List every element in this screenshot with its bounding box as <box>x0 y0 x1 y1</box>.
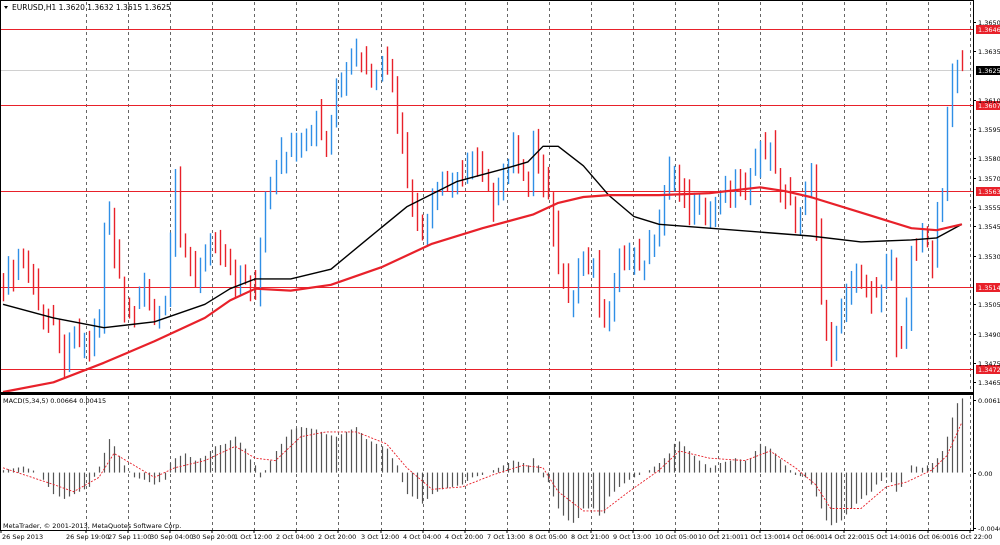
price-grid <box>86 2 971 392</box>
current-price-label: 1.3625 <box>978 67 1000 75</box>
macd-tick-label: 0.00 <box>978 470 992 478</box>
time-tick-label: 11 Oct 13:00 <box>740 533 782 541</box>
time-tick-label: 2 Oct 04:00 <box>276 533 314 541</box>
price-panel[interactable] <box>0 0 974 395</box>
time-tick-label: 10 Oct 05:00 <box>655 533 697 541</box>
price-tick-label: 1.3610 <box>978 97 1000 105</box>
time-tick-label: 30 Sep 04:00 <box>150 533 193 541</box>
time-tick-label: 3 Oct 12:00 <box>361 533 399 541</box>
time-tick-label: 16 Oct 06:00 <box>908 533 950 541</box>
price-tick-label: 1.3635 <box>978 48 1000 56</box>
level-tag <box>976 101 1000 110</box>
symbol-label: EURUSD,H1 1.3620 1.3632 1.3615 1.3625 <box>12 3 171 12</box>
triangle-down-icon[interactable] <box>4 6 8 9</box>
level-tag-label: 1.3472 <box>978 366 1000 374</box>
price-tick-label: 1.3545 <box>978 223 1000 231</box>
price-bars <box>2 38 964 377</box>
price-tick-label: 1.3595 <box>978 126 1000 134</box>
level-tag <box>976 187 1000 196</box>
time-tick-label: 26 Sep 19:00 <box>66 533 109 541</box>
level-tag-label: 1.3514 <box>978 284 1000 292</box>
macd-tick-label: -0.0046 <box>978 525 1000 533</box>
level-tag-label: 1.3607 <box>978 102 1000 110</box>
time-tick-label: 4 Oct 20:00 <box>445 533 483 541</box>
macd-label: MACD(5,34,5) 0.00664 0.00415 <box>3 397 106 405</box>
time-tick-label: 15 Oct 14:00 <box>866 533 908 541</box>
price-tick-label: 1.3490 <box>978 331 1000 339</box>
time-tick-label: 1 Oct 12:00 <box>234 533 272 541</box>
time-tick-label: 8 Oct 05:00 <box>529 533 567 541</box>
level-tag <box>976 365 1000 374</box>
macd-tick-label: 0.0061 <box>978 397 1000 405</box>
moving-average-fast <box>2 145 963 329</box>
macd-histogram <box>2 398 964 526</box>
price-tick-label: 1.3505 <box>978 301 1000 309</box>
time-tick-label: 16 Oct 22:00 <box>950 533 992 541</box>
time-tick-label: 27 Sep 11:00 <box>108 533 151 541</box>
price-tick-label: 1.3475 <box>978 360 1000 368</box>
time-tick-label: 10 Oct 21:00 <box>698 533 740 541</box>
macd-frame <box>0 394 974 531</box>
time-tick-label: 14 Oct 06:00 <box>782 533 824 541</box>
time-tick-label: 7 Oct 13:00 <box>487 533 525 541</box>
level-tag <box>976 25 1000 34</box>
macd-signal <box>2 422 963 512</box>
price-tick-label: 1.3570 <box>978 175 1000 183</box>
time-tick-label: 30 Sep 20:00 <box>192 533 235 541</box>
level-tag <box>976 283 1000 292</box>
current-price-tag <box>976 66 1000 75</box>
time-tick-label: 26 Sep 2013 <box>2 533 43 541</box>
macd-axis: 0.0061 0.00 -0.0046 <box>973 397 1000 533</box>
time-tick-label: 4 Oct 04:00 <box>403 533 441 541</box>
price-tick-label: 1.3650 <box>978 19 1000 27</box>
price-tick-label: 1.3530 <box>978 253 1000 261</box>
price-tick-label: 1.3465 <box>978 379 1000 387</box>
macd-signal-line <box>2 422 963 512</box>
level-tag-label: 1.3646 <box>978 26 1000 34</box>
price-tick-label: 1.3580 <box>978 155 1000 163</box>
price-tick-label: 1.3555 <box>978 204 1000 212</box>
moving-average-slow <box>2 186 963 394</box>
level-tag-label: 1.3563 <box>978 188 1000 196</box>
time-tick-label: 14 Oct 22:00 <box>824 533 866 541</box>
time-tick-label: 9 Oct 13:00 <box>613 533 651 541</box>
time-tick-label: 8 Oct 21:00 <box>571 533 609 541</box>
moving-averages <box>2 145 963 394</box>
macd-panel[interactable]: MACD(5,34,5) 0.00664 0.00415 MetaTrader,… <box>0 394 974 531</box>
symbol-header[interactable]: EURUSD,H1 1.3620 1.3632 1.3615 1.3625 <box>4 3 171 12</box>
price-axis: 1.3646 1.3607 1.3563 1.3514 1.3472 1.3625 1.36… <box>973 19 1000 387</box>
copyright-label: MetaTrader, © 2001-2013, MetaQuotes Soft… <box>3 522 181 530</box>
time-tick-label: 2 Oct 20:00 <box>318 533 356 541</box>
